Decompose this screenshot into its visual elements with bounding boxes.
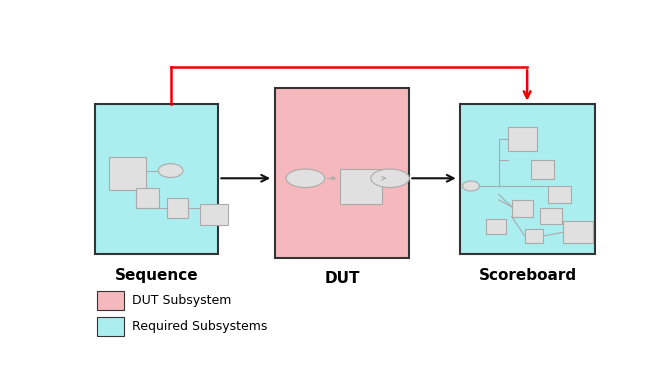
Ellipse shape: [158, 163, 183, 178]
Ellipse shape: [286, 169, 325, 188]
Bar: [486, 219, 505, 235]
Bar: [525, 229, 544, 243]
Ellipse shape: [462, 181, 479, 191]
Bar: [564, 222, 592, 243]
Bar: [97, 317, 124, 336]
Bar: [512, 200, 533, 217]
Bar: [548, 186, 571, 203]
Bar: [109, 157, 146, 190]
Bar: [274, 88, 409, 257]
Bar: [200, 204, 227, 225]
Bar: [531, 160, 554, 179]
Text: Required Subsystems: Required Subsystems: [132, 320, 268, 333]
Bar: [460, 104, 595, 254]
Text: DUT Subsystem: DUT Subsystem: [132, 294, 231, 307]
Text: DUT: DUT: [324, 272, 360, 286]
Bar: [136, 188, 159, 207]
Bar: [167, 198, 189, 218]
Bar: [95, 104, 218, 254]
Text: Sequence: Sequence: [115, 268, 199, 283]
Bar: [508, 127, 537, 151]
Bar: [340, 169, 382, 204]
Ellipse shape: [371, 169, 409, 188]
Bar: [540, 207, 562, 225]
Text: Scoreboard: Scoreboard: [478, 268, 576, 283]
Bar: [97, 291, 124, 310]
